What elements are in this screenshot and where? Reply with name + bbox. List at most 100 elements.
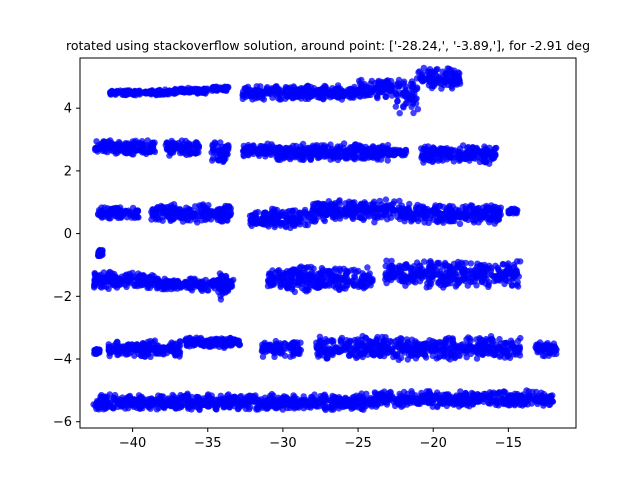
data-point <box>118 273 126 280</box>
data-point <box>146 284 154 291</box>
data-point <box>153 275 161 283</box>
data-point <box>387 214 395 221</box>
data-point <box>209 157 216 164</box>
data-point <box>244 83 252 91</box>
data-point <box>426 152 434 159</box>
data-point <box>366 337 373 345</box>
data-point <box>357 341 364 348</box>
data-point <box>214 154 221 161</box>
point-cluster <box>95 204 142 222</box>
data-point <box>335 198 343 205</box>
data-point <box>377 87 384 94</box>
data-point <box>426 66 434 73</box>
data-point <box>440 219 447 226</box>
data-point <box>112 150 120 157</box>
data-point <box>296 269 303 276</box>
data-point <box>348 94 356 101</box>
data-point <box>499 346 506 353</box>
data-point <box>346 198 353 205</box>
data-point <box>368 77 375 85</box>
data-point <box>95 277 103 285</box>
data-point <box>225 284 232 291</box>
data-point <box>481 143 488 150</box>
data-point <box>487 350 495 357</box>
data-point <box>344 345 351 352</box>
data-point <box>212 140 219 147</box>
data-point <box>471 344 479 351</box>
point-cluster <box>272 140 392 164</box>
data-point <box>298 84 305 92</box>
data-point <box>267 270 274 278</box>
data-point <box>131 139 138 146</box>
data-point <box>319 266 327 274</box>
data-point <box>316 207 323 214</box>
data-point <box>362 83 370 91</box>
data-point <box>417 263 424 270</box>
data-point <box>260 212 267 219</box>
data-point <box>456 220 464 227</box>
data-point <box>405 89 413 97</box>
data-point <box>141 344 148 352</box>
data-point <box>511 206 519 213</box>
data-point <box>93 138 100 145</box>
data-point <box>318 345 325 353</box>
data-point <box>371 213 379 220</box>
data-point <box>363 208 370 215</box>
data-point <box>477 262 485 269</box>
data-point <box>324 143 331 151</box>
data-point <box>468 151 475 159</box>
data-point <box>348 267 355 274</box>
data-point <box>95 252 102 260</box>
data-point <box>337 336 344 343</box>
data-points <box>90 64 560 413</box>
point-cluster <box>162 137 203 159</box>
data-point <box>332 215 339 222</box>
data-point <box>368 348 375 355</box>
data-point <box>492 214 499 222</box>
data-point <box>449 335 456 342</box>
data-point <box>357 93 364 100</box>
data-point <box>396 110 403 117</box>
data-point <box>160 88 168 96</box>
data-point <box>191 279 199 287</box>
data-point <box>433 271 440 278</box>
data-point <box>357 148 364 156</box>
data-point <box>265 342 273 349</box>
data-point <box>356 207 364 214</box>
data-point <box>274 267 282 275</box>
data-point <box>375 80 382 87</box>
data-point <box>388 338 395 345</box>
data-point <box>177 283 184 291</box>
data-point <box>474 153 482 161</box>
data-point <box>261 143 268 150</box>
data-point <box>505 345 512 353</box>
data-point <box>113 280 120 288</box>
data-point <box>142 90 150 97</box>
data-point <box>369 85 377 92</box>
data-point <box>319 200 326 208</box>
data-point <box>321 274 328 282</box>
data-point <box>178 211 185 218</box>
data-point <box>425 208 432 216</box>
data-point <box>225 340 232 348</box>
data-point <box>482 346 489 353</box>
data-point <box>184 280 191 287</box>
data-point <box>394 97 401 105</box>
data-point <box>134 344 141 351</box>
data-point <box>315 153 323 160</box>
data-point <box>348 350 355 357</box>
data-point <box>413 85 421 93</box>
data-point <box>178 137 186 144</box>
data-point <box>351 148 358 155</box>
data-point <box>443 70 450 78</box>
data-point <box>469 144 477 151</box>
point-cluster <box>239 140 276 160</box>
data-point <box>191 146 198 153</box>
data-point <box>288 286 296 293</box>
data-point <box>400 80 407 87</box>
data-point <box>146 143 154 151</box>
data-point <box>432 342 439 349</box>
data-point <box>321 281 328 288</box>
data-point <box>456 154 463 161</box>
data-point <box>309 142 317 149</box>
